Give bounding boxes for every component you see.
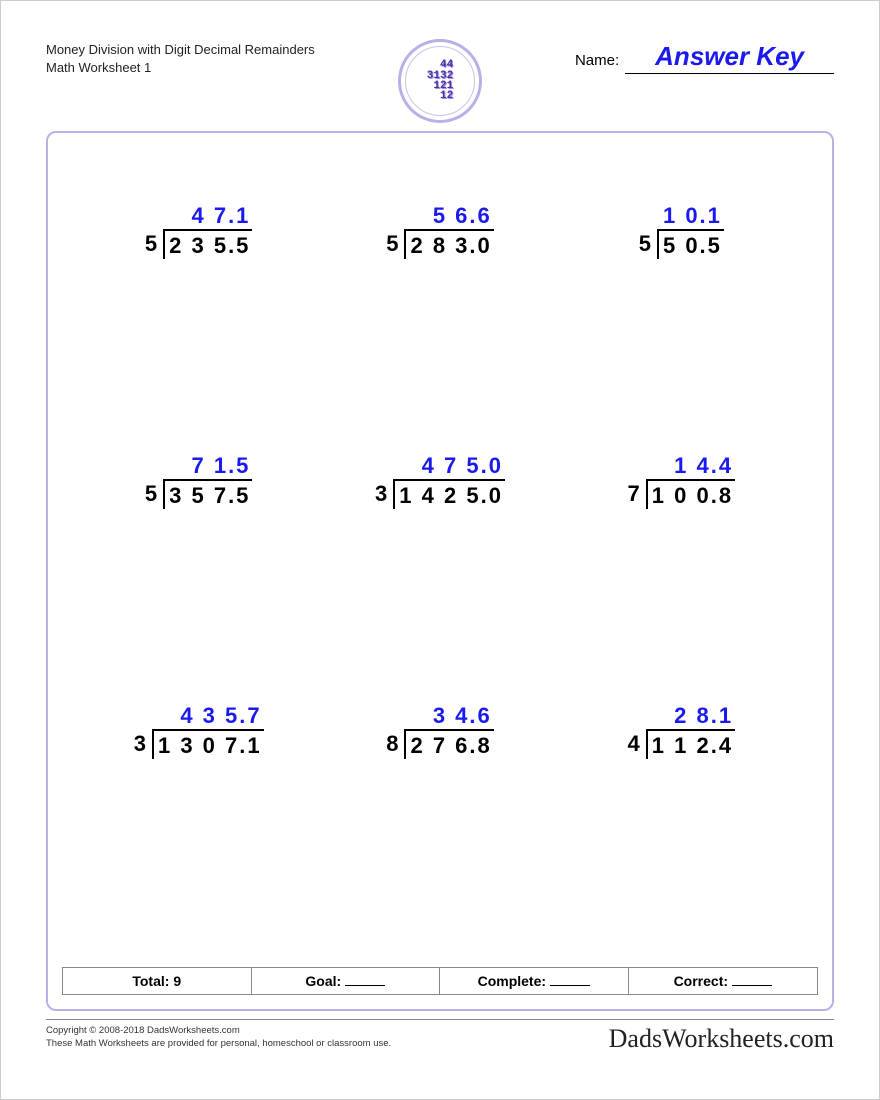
complete-label: Complete:	[478, 973, 546, 989]
long-division: 2 8.141 1 2.4	[628, 703, 736, 759]
dividend: 1 1 2.4	[646, 729, 735, 759]
correct-blank	[732, 985, 772, 986]
problem-cell: 1 0.155 0.5	[561, 193, 802, 443]
complete-blank	[550, 985, 590, 986]
worksheet-title: Money Division with Digit Decimal Remain…	[46, 41, 326, 77]
division-row: 52 3 5.5	[145, 229, 253, 259]
footer-left: Copyright © 2008-2018 DadsWorksheets.com…	[46, 1024, 391, 1051]
dividend: 1 4 2 5.0	[393, 479, 505, 509]
division-row: 53 5 7.5	[145, 479, 253, 509]
long-division: 4 3 5.731 3 0 7.1	[134, 703, 264, 759]
title-line-2: Math Worksheet 1	[46, 59, 326, 77]
divisor: 8	[386, 729, 404, 759]
problem-cell: 4 7.152 3 5.5	[78, 193, 319, 443]
long-division: 4 7.152 3 5.5	[145, 203, 253, 259]
divisor: 5	[145, 229, 163, 259]
correct-label: Correct:	[674, 973, 728, 989]
worksheet-page: Money Division with Digit Decimal Remain…	[0, 0, 880, 1100]
division-row: 52 8 3.0	[386, 229, 494, 259]
long-division: 1 0.155 0.5	[639, 203, 724, 259]
dividend: 1 0 0.8	[646, 479, 735, 509]
goal-label: Goal:	[305, 973, 341, 989]
long-division: 5 6.652 8 3.0	[386, 203, 494, 259]
quotient: 1 4.4	[628, 453, 736, 479]
long-division: 4 7 5.031 4 2 5.0	[375, 453, 505, 509]
summary-correct: Correct:	[629, 968, 818, 994]
divisor: 5	[386, 229, 404, 259]
goal-blank	[345, 985, 385, 986]
dividend: 2 7 6.8	[404, 729, 493, 759]
divisor: 3	[375, 479, 393, 509]
content-frame: 4 7.152 3 5.55 6.652 8 3.01 0.155 0.57 1…	[46, 131, 834, 1011]
divisor: 3	[134, 729, 152, 759]
problem-cell: 5 6.652 8 3.0	[319, 193, 560, 443]
summary-bar: Total: 9 Goal: Complete: Correct:	[62, 967, 818, 995]
division-logo-icon: 44 3132 121 12	[427, 60, 453, 102]
quotient: 4 7.1	[145, 203, 253, 229]
divisor: 4	[628, 729, 646, 759]
division-row: 71 0 0.8	[628, 479, 736, 509]
total-value: 9	[173, 973, 181, 989]
division-row: 82 7 6.8	[386, 729, 494, 759]
quotient: 5 6.6	[386, 203, 494, 229]
divisor: 5	[639, 229, 657, 259]
copyright-text: Copyright © 2008-2018 DadsWorksheets.com	[46, 1024, 391, 1037]
dividend: 2 8 3.0	[404, 229, 493, 259]
dividend: 5 0.5	[657, 229, 724, 259]
summary-complete: Complete:	[440, 968, 629, 994]
quotient: 1 0.1	[639, 203, 724, 229]
disclaimer-text: These Math Worksheets are provided for p…	[46, 1037, 391, 1050]
total-label: Total:	[132, 973, 169, 989]
summary-total: Total: 9	[63, 968, 252, 994]
name-label: Name:	[575, 52, 619, 69]
divisor: 7	[628, 479, 646, 509]
footer: Copyright © 2008-2018 DadsWorksheets.com…	[46, 1019, 834, 1054]
logo-badge: 44 3132 121 12	[398, 39, 482, 123]
footer-brand: DadsWorksheets.com	[609, 1024, 834, 1054]
long-division: 7 1.553 5 7.5	[145, 453, 253, 509]
divisor: 5	[145, 479, 163, 509]
quotient: 4 3 5.7	[134, 703, 264, 729]
problem-cell: 4 3 5.731 3 0 7.1	[78, 693, 319, 943]
dividend: 1 3 0 7.1	[152, 729, 264, 759]
division-row: 41 1 2.4	[628, 729, 736, 759]
answer-key-text: Answer Key	[625, 41, 834, 74]
division-row: 55 0.5	[639, 229, 724, 259]
problem-cell: 1 4.471 0 0.8	[561, 443, 802, 693]
quotient: 2 8.1	[628, 703, 736, 729]
quotient: 7 1.5	[145, 453, 253, 479]
name-field: Name: Answer Key	[575, 41, 834, 74]
summary-goal: Goal:	[252, 968, 441, 994]
quotient: 4 7 5.0	[375, 453, 505, 479]
dividend: 2 3 5.5	[163, 229, 252, 259]
quotient: 3 4.6	[386, 703, 494, 729]
title-line-1: Money Division with Digit Decimal Remain…	[46, 41, 326, 59]
division-row: 31 4 2 5.0	[375, 479, 505, 509]
problem-cell: 7 1.553 5 7.5	[78, 443, 319, 693]
division-row: 31 3 0 7.1	[134, 729, 264, 759]
problem-cell: 3 4.682 7 6.8	[319, 693, 560, 943]
problem-cell: 4 7 5.031 4 2 5.0	[319, 443, 560, 693]
long-division: 1 4.471 0 0.8	[628, 453, 736, 509]
dividend: 3 5 7.5	[163, 479, 252, 509]
long-division: 3 4.682 7 6.8	[386, 703, 494, 759]
problem-cell: 2 8.141 1 2.4	[561, 693, 802, 943]
problems-grid: 4 7.152 3 5.55 6.652 8 3.01 0.155 0.57 1…	[78, 193, 802, 943]
logo-badge-inner: 44 3132 121 12	[405, 46, 475, 116]
